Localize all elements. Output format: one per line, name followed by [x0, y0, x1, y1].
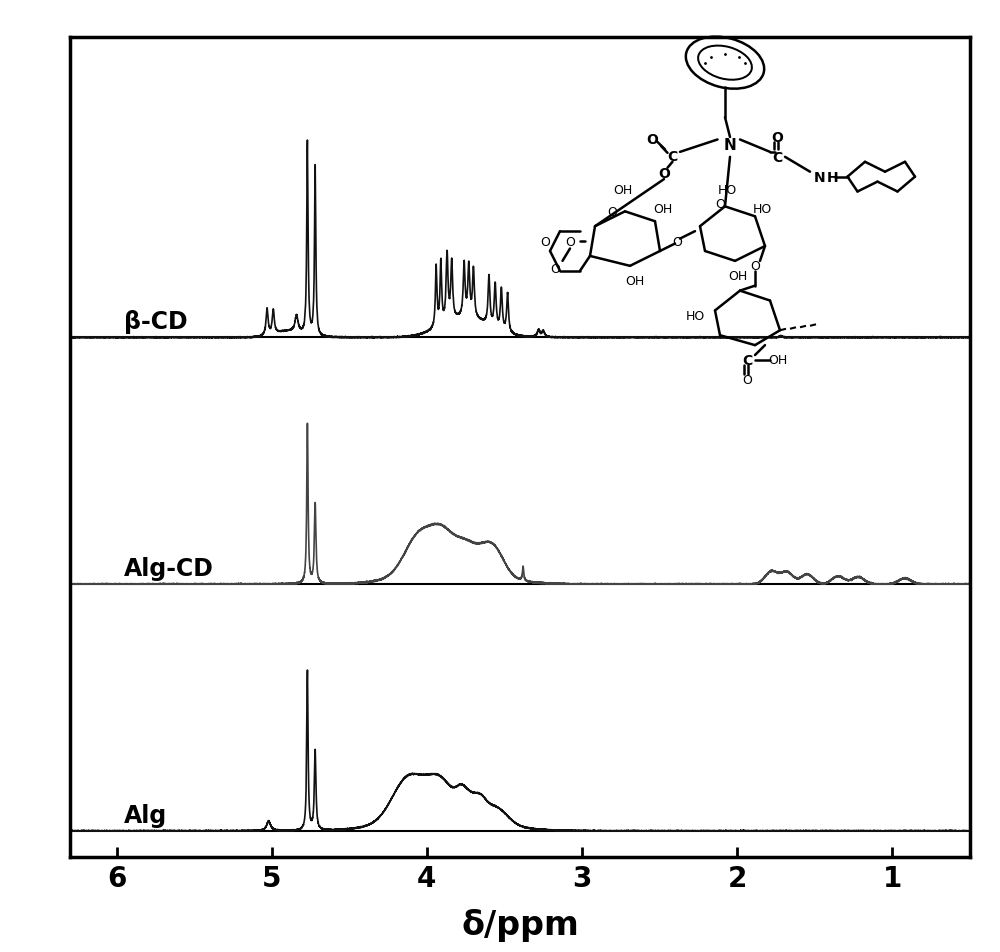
Text: HO: HO [753, 203, 772, 216]
Text: O: O [715, 198, 725, 211]
Text: Alg: Alg [124, 803, 168, 826]
Text: C: C [742, 353, 753, 367]
Text: O: O [658, 167, 670, 181]
Text: HO: HO [685, 309, 705, 323]
Text: OH: OH [728, 270, 747, 283]
Text: OH: OH [768, 354, 787, 367]
Text: O: O [565, 235, 575, 248]
Text: OH: OH [625, 275, 645, 288]
Text: OH: OH [653, 203, 672, 216]
Text: C: C [772, 150, 783, 165]
Text: O: O [673, 235, 682, 248]
Text: O: O [647, 133, 658, 148]
Text: HO: HO [718, 184, 737, 196]
Text: OH: OH [613, 184, 632, 196]
Text: N: N [814, 170, 826, 185]
Text: O: O [540, 235, 550, 248]
Text: O: O [743, 374, 752, 387]
Text: O: O [608, 206, 617, 219]
Text: O: O [750, 260, 760, 273]
Text: Alg-CD: Alg-CD [124, 556, 214, 581]
Text: O: O [550, 263, 560, 275]
Text: H: H [827, 170, 838, 185]
X-axis label: δ/ppm: δ/ppm [461, 908, 579, 942]
Text: C: C [667, 149, 678, 164]
Text: O: O [772, 130, 783, 145]
Text: β-CD: β-CD [124, 309, 188, 334]
Text: N: N [724, 138, 736, 152]
